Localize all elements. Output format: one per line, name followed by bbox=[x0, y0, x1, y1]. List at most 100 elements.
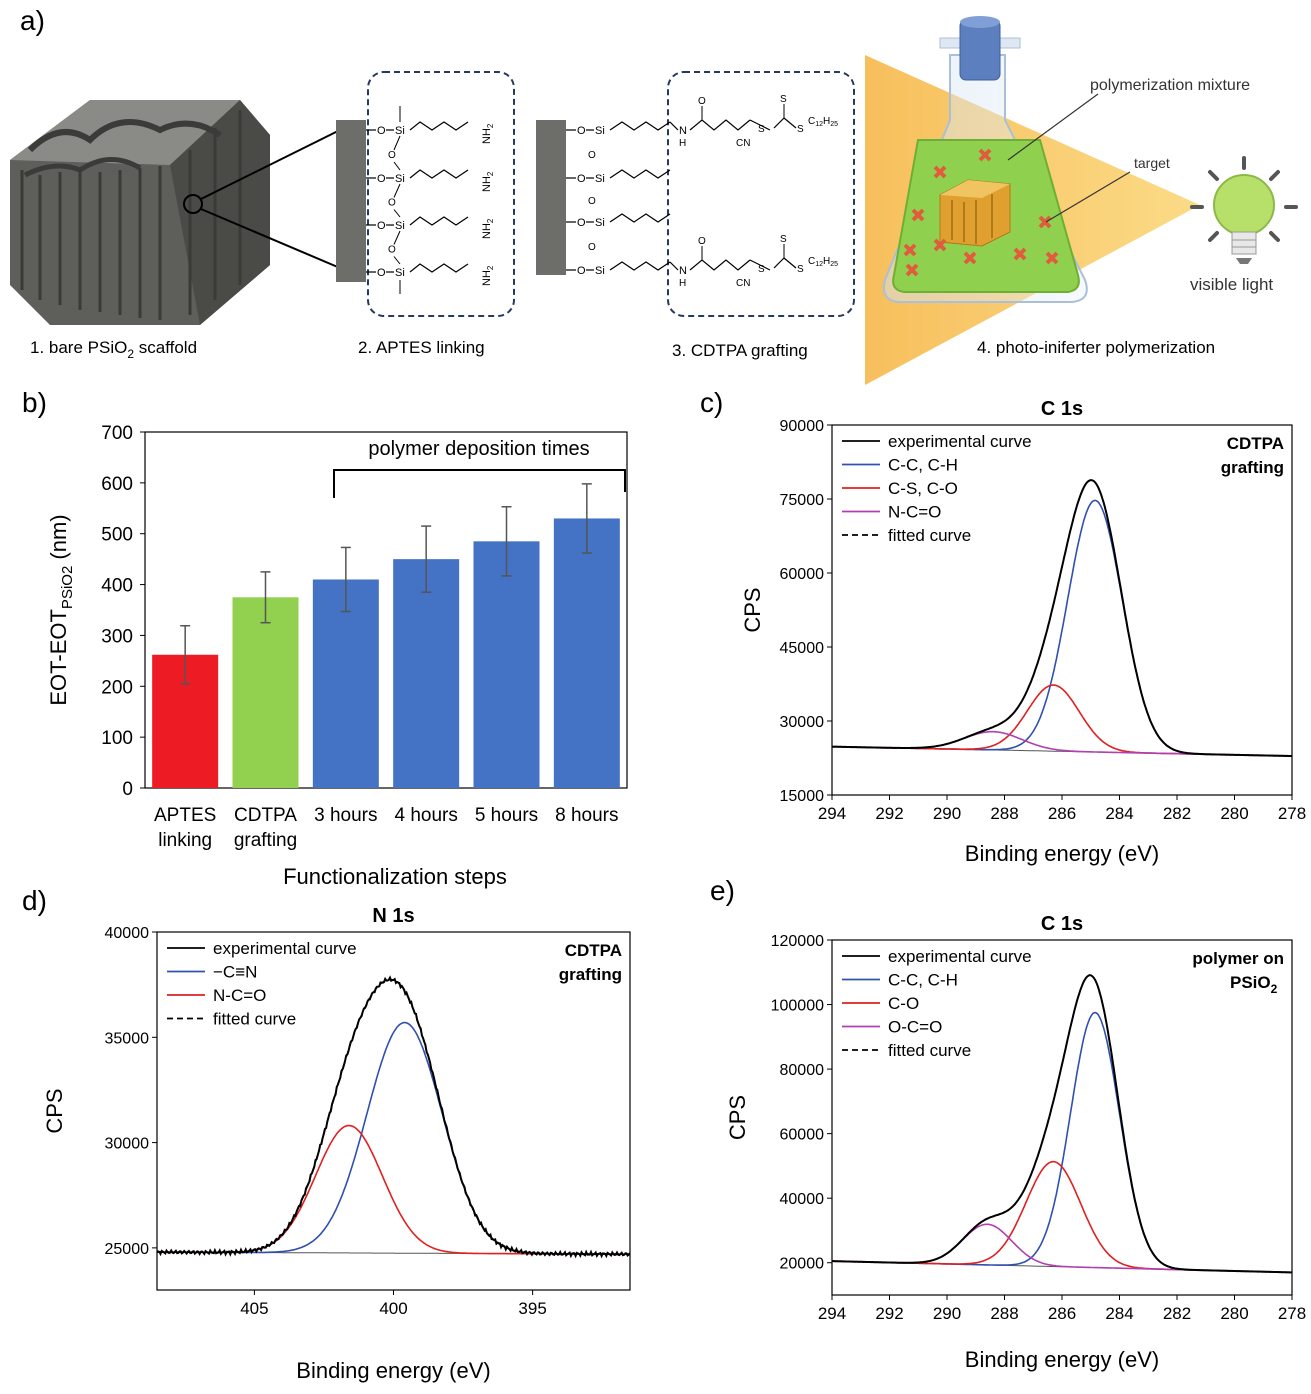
b-ylabel: EOT-EOTPSiO2 (nm) bbox=[46, 514, 76, 705]
amine-label: NH2 bbox=[481, 218, 495, 239]
legend: experimental curve C-C, C-H C-O O-C=O fitted… bbox=[842, 947, 1032, 1060]
nitrogen-label: N bbox=[679, 265, 687, 277]
x-axis-label: Binding energy (eV) bbox=[296, 1358, 490, 1383]
cross-marks bbox=[903, 148, 1059, 277]
x-axis-label: Binding energy (eV) bbox=[965, 841, 1159, 866]
legend-item: experimental curve bbox=[842, 947, 1032, 966]
cross-mark bbox=[963, 251, 977, 265]
legend-item: O-C=O bbox=[842, 1018, 942, 1037]
nitrile-label: CN bbox=[736, 278, 750, 289]
legend-label: −C≡N bbox=[213, 963, 257, 982]
cross-mark bbox=[933, 238, 947, 252]
x-tick-label: 280 bbox=[1220, 804, 1248, 823]
amine-label: NH2 bbox=[481, 123, 495, 144]
y-tick-label: 100 bbox=[101, 728, 133, 749]
component-curve bbox=[832, 730, 1292, 757]
sulfur-label: S bbox=[780, 234, 787, 245]
psio2-scaffold-illustration bbox=[10, 100, 341, 325]
fitted-curve bbox=[157, 978, 630, 1255]
y-tick-label: 300 bbox=[101, 626, 133, 647]
x-category-label: 5 hours bbox=[475, 805, 538, 826]
panel-letter-c: c) bbox=[700, 387, 723, 418]
silicon-label: Si bbox=[595, 125, 605, 137]
panel-letter-e: e) bbox=[710, 875, 735, 906]
component-curve bbox=[832, 684, 1292, 757]
legend-label: N-C=O bbox=[213, 986, 266, 1005]
oxygen-label: O bbox=[698, 96, 706, 107]
legend-item: C-O bbox=[842, 994, 919, 1013]
curves bbox=[832, 479, 1292, 757]
bar bbox=[232, 597, 299, 788]
oxygen-label: O bbox=[377, 267, 386, 279]
legend-item: C-C, C-H bbox=[842, 971, 958, 990]
legend-item: N-C=O bbox=[842, 503, 941, 522]
fitted-curve bbox=[832, 479, 1292, 757]
amine-label: NH2 bbox=[481, 171, 495, 192]
hydrogen-label: H bbox=[679, 278, 686, 289]
silicon-label: Si bbox=[595, 265, 605, 277]
oxygen-label: O bbox=[377, 173, 386, 185]
panel-b-bar-chart: b) 0 100 200 300 400 500 600 700 APTES linking CDT… bbox=[22, 387, 628, 889]
oxygen-label: O bbox=[577, 125, 586, 137]
corner-label: CDTPA bbox=[565, 941, 622, 960]
legend: experimental curve −C≡N N-C=O fitted curve bbox=[167, 939, 357, 1029]
x-tick-label: 292 bbox=[875, 804, 903, 823]
y-tick-label: 90000 bbox=[780, 418, 825, 435]
legend-label: experimental curve bbox=[213, 939, 357, 958]
panel-letter-b: b) bbox=[22, 387, 47, 418]
y-tick-label: 700 bbox=[101, 423, 133, 444]
sulfur-label: S bbox=[780, 94, 787, 105]
cross-mark bbox=[903, 243, 917, 257]
legend-item: experimental curve bbox=[842, 432, 1032, 451]
legend-label: C-C, C-H bbox=[888, 971, 958, 990]
oxygen-label: O bbox=[377, 220, 386, 232]
bar bbox=[553, 518, 620, 788]
bracket-label: polymer deposition times bbox=[368, 438, 589, 460]
corner-label: CDTPA bbox=[1227, 434, 1284, 453]
y-tick-label: 40000 bbox=[105, 925, 150, 942]
bracket: polymer deposition times bbox=[333, 438, 626, 498]
curves bbox=[832, 974, 1292, 1274]
aptes-chain: O Si NH2 O bbox=[366, 121, 495, 171]
oxygen-label: O bbox=[588, 196, 596, 207]
oxygen-label: O bbox=[698, 236, 706, 247]
legend-label: experimental curve bbox=[888, 432, 1032, 451]
chart-title: N 1s bbox=[372, 905, 414, 927]
y-tick-label: 60000 bbox=[780, 566, 825, 583]
silicon-label: Si bbox=[395, 125, 405, 137]
oxygen-label: O bbox=[388, 245, 396, 256]
y-tick-label: 45000 bbox=[780, 640, 825, 657]
y-tick-label: 60000 bbox=[780, 1127, 825, 1144]
aptes-chain: O Si NH2 O bbox=[366, 216, 495, 265]
x-tick-label: 290 bbox=[933, 1304, 961, 1323]
annotation-target: target bbox=[1134, 155, 1170, 171]
y-tick-label: 75000 bbox=[780, 492, 825, 509]
corner-label: grafting bbox=[559, 965, 622, 984]
chart-title: C 1s bbox=[1041, 913, 1083, 935]
legend-label: C-C, C-H bbox=[888, 456, 958, 475]
x-category-label: CDTPA bbox=[234, 805, 297, 826]
legend-item: −C≡N bbox=[167, 963, 257, 982]
x-tick-label: 395 bbox=[518, 1299, 546, 1318]
oxygen-label: O bbox=[377, 125, 386, 137]
x-tick-label: 278 bbox=[1278, 1304, 1306, 1323]
curves bbox=[157, 975, 630, 1259]
x-category-label: 8 hours bbox=[555, 805, 618, 826]
sulfur-label: S bbox=[758, 124, 765, 135]
x-tick-label: 290 bbox=[933, 804, 961, 823]
x-tick-label: 284 bbox=[1105, 804, 1133, 823]
legend-label: O-C=O bbox=[888, 1018, 942, 1037]
oxygen-label: O bbox=[388, 150, 396, 161]
corner-label: polymer on bbox=[1192, 949, 1284, 968]
legend: experimental curve C-C, C-H C-S, C-O N-C=O f… bbox=[842, 432, 1032, 545]
legend-label: N-C=O bbox=[888, 503, 941, 522]
legend-item: fitted curve bbox=[842, 1041, 971, 1060]
silicon-label: Si bbox=[395, 173, 405, 185]
x-tick-label: 286 bbox=[1048, 804, 1076, 823]
x-tick-label: 400 bbox=[379, 1299, 407, 1318]
